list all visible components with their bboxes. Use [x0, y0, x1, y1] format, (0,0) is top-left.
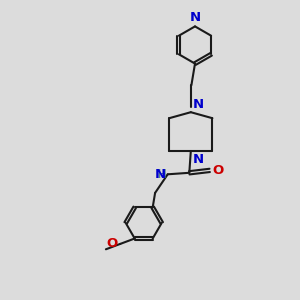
- Text: N: N: [193, 98, 204, 111]
- Text: O: O: [212, 164, 224, 177]
- Text: N: N: [193, 153, 204, 166]
- Text: N: N: [189, 11, 201, 24]
- Text: N: N: [155, 168, 166, 181]
- Text: H: H: [158, 168, 166, 181]
- Text: O: O: [107, 237, 118, 250]
